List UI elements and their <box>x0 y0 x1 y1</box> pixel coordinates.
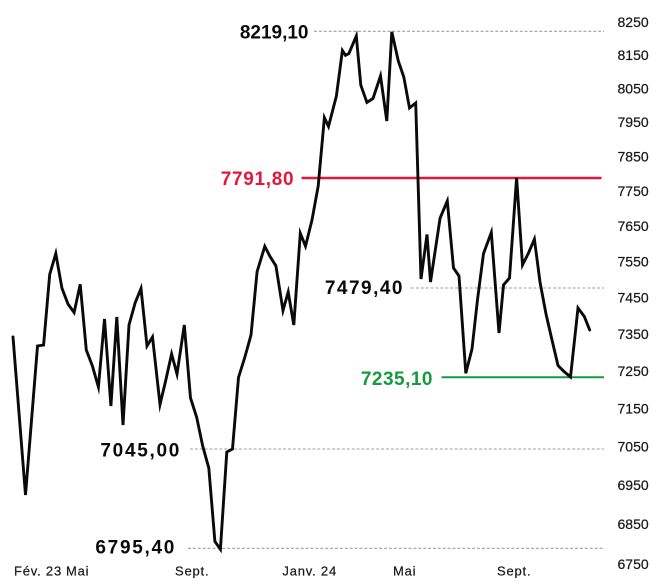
svg-text:Janv. 24: Janv. 24 <box>282 564 337 579</box>
svg-text:7550: 7550 <box>618 254 649 270</box>
svg-text:6850: 6850 <box>618 516 649 532</box>
svg-text:7650: 7650 <box>618 218 649 234</box>
svg-text:Sept.: Sept. <box>175 564 209 579</box>
svg-text:7479,40: 7479,40 <box>325 278 404 299</box>
svg-text:Mai: Mai <box>393 564 416 579</box>
svg-text:Fév. 23: Fév. 23 <box>14 564 62 579</box>
svg-text:6795,40: 6795,40 <box>95 538 176 559</box>
svg-text:8150: 8150 <box>618 47 649 63</box>
svg-text:7150: 7150 <box>618 401 649 417</box>
svg-text:7850: 7850 <box>618 148 649 164</box>
svg-text:7235,10: 7235,10 <box>361 369 433 390</box>
svg-text:6750: 6750 <box>618 556 649 572</box>
svg-text:7950: 7950 <box>618 114 649 130</box>
svg-text:7045,00: 7045,00 <box>100 441 181 462</box>
svg-text:7050: 7050 <box>618 439 649 455</box>
svg-text:8050: 8050 <box>618 80 649 96</box>
svg-text:7350: 7350 <box>618 326 649 342</box>
svg-text:7450: 7450 <box>618 290 649 306</box>
svg-text:Mai: Mai <box>66 564 89 579</box>
svg-text:8250: 8250 <box>618 14 649 30</box>
svg-text:6950: 6950 <box>618 477 649 493</box>
svg-text:7750: 7750 <box>618 183 649 199</box>
svg-text:7250: 7250 <box>618 363 649 379</box>
svg-text:Sept.: Sept. <box>497 564 531 579</box>
svg-text:8219,10: 8219,10 <box>240 22 309 43</box>
svg-text:7791,80: 7791,80 <box>221 169 295 190</box>
